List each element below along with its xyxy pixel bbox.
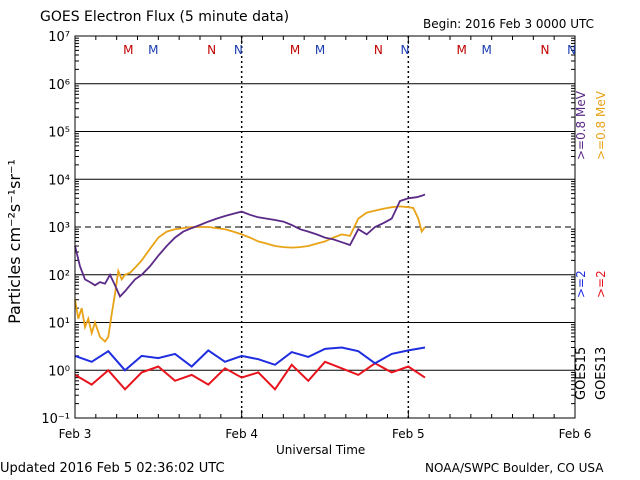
chart-title: GOES Electron Flux (5 minute data) [40, 9, 290, 25]
y-tick-label: 10⁵ [48, 126, 70, 141]
y-tick-label: 10⁰ [48, 364, 70, 379]
series-goes15-ge2-line [74, 346, 426, 372]
marker-m-label: M [290, 43, 300, 57]
marker-n-label: N [541, 43, 550, 57]
series-goes13-ge2-line [74, 360, 426, 391]
y-tick-label: 10³ [48, 221, 70, 236]
y-tick-label: 10⁻¹ [41, 412, 70, 427]
x-axis-label: Universal Time [276, 443, 366, 457]
marker-m-label: M [315, 43, 325, 57]
y-tick-label: 10⁷ [48, 30, 70, 45]
marker-m-label: M [481, 43, 491, 57]
marker-n-label: N [401, 43, 410, 57]
updated-label: Updated 2016 Feb 5 02:36:02 UTC [0, 461, 225, 476]
x-tick-label: Feb 3 [59, 427, 92, 441]
y-tick-label: 10¹ [48, 317, 70, 332]
x-tick-label: Feb 4 [225, 427, 258, 441]
marker-n-label: N [374, 43, 383, 57]
series-goes15-ge08-line [74, 193, 426, 299]
y-tick-label: 10² [48, 269, 70, 284]
marker-n-label: N [207, 43, 216, 57]
marker-n-label: N [567, 43, 576, 57]
y-tick-label: 10⁶ [48, 78, 70, 93]
marker-m-label: M [123, 43, 133, 57]
y-tick-label: 10⁴ [48, 173, 70, 188]
begin-label: Begin: 2016 Feb 3 0000 UTC [423, 17, 595, 31]
credit-label: NOAA/SWPC Boulder, CO USA [425, 461, 604, 475]
marker-m-label: M [148, 43, 158, 57]
marker-m-label: M [456, 43, 466, 57]
x-tick-label: Feb 6 [559, 427, 592, 441]
series-goes13-ge08-line [74, 205, 426, 343]
x-tick-label: Feb 5 [392, 427, 425, 441]
marker-n-label: N [234, 43, 243, 57]
plot-frame [74, 35, 576, 419]
